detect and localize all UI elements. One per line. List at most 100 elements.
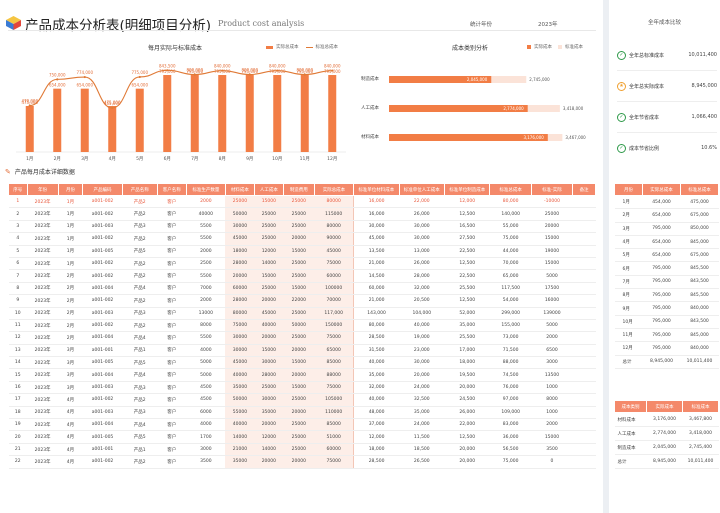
table-cell: a001-001 xyxy=(82,344,123,358)
table-cell: 21 xyxy=(8,443,28,457)
table-cell: 产品5 xyxy=(122,356,158,370)
table-row[interactable]: 5月 654,000 675,000 xyxy=(614,248,719,263)
table-cell: 25000 xyxy=(283,195,315,209)
table-cell: 25,500 xyxy=(444,331,490,345)
kpi-badge-icon: ✓ xyxy=(617,50,626,60)
table-cell: a001-005 xyxy=(82,356,123,370)
table-cell: 24,500 xyxy=(444,393,490,407)
table-row[interactable]: 10月 795,000 843,500 xyxy=(614,315,719,329)
table-cell xyxy=(572,220,596,234)
table-cell: 843,500 xyxy=(680,315,719,329)
table-row[interactable]: 4 2023年 1月 a001-002 产品2 客户 5500 45000 25000 20000… xyxy=(8,232,596,246)
table-row[interactable]: 制造成本 2,045,000 2,745,400 xyxy=(614,440,719,455)
table-row[interactable]: 1 2023年 1月 a001-002 产品2 客户 2000 25000 15000 25000… xyxy=(8,195,596,209)
table-cell: 1月 xyxy=(58,245,83,258)
table-row[interactable]: 总计 8,945,000 10,011,400 xyxy=(614,355,719,369)
table-row[interactable]: 材料成本 3,176,000 3,467,800 xyxy=(614,412,719,427)
table-cell: 48,000 xyxy=(353,406,400,420)
table-cell: 20000 xyxy=(283,344,315,358)
table-cell: 客户 xyxy=(157,282,187,296)
table-cell: 30000 xyxy=(254,356,284,370)
table-row[interactable]: 总计 8,945,000 10,011,400 xyxy=(614,454,719,469)
table-row[interactable]: 7月 795,000 843,500 xyxy=(614,275,719,290)
kpi-value: 1,066,400 xyxy=(691,114,717,120)
table-row[interactable]: 4月 654,000 845,000 xyxy=(614,235,719,250)
table-cell: 4月 xyxy=(58,418,83,432)
table-cell xyxy=(572,368,596,382)
table-cell: 3500 xyxy=(186,455,226,469)
table-row[interactable]: 人工成本 2,774,000 3,418,000 xyxy=(614,426,719,441)
column-header: 制造费用 xyxy=(282,183,315,196)
table-cell: 总计 xyxy=(614,355,643,369)
table-row[interactable]: 8 2023年 2月 a001-004 产品4 客户 7000 60000 25000 15000… xyxy=(8,282,596,296)
table-row[interactable]: 11月 795,000 845,000 xyxy=(614,328,719,343)
table-row[interactable]: 2 2023年 1月 a001-002 产品2 客户 40000 50000 25000 2500… xyxy=(8,207,596,221)
table-cell xyxy=(572,307,596,320)
column-header: 标准-实际 xyxy=(530,183,574,196)
table-cell: 4000 xyxy=(186,344,226,358)
table-row[interactable]: 3 2023年 1月 a001-003 产品3 客户 5500 30000 25000 25000… xyxy=(8,220,596,234)
table-row[interactable]: 14 2023年 3月 a001-005 产品5 客户 5000 45000 30000 1500… xyxy=(8,356,596,370)
table-cell: 70,000 xyxy=(489,257,532,271)
table-row[interactable]: 6月 795,000 845,500 xyxy=(614,261,719,276)
table-cell: 10,011,400 xyxy=(682,454,719,469)
year-selector[interactable]: 2023年 xyxy=(538,22,558,28)
table-row[interactable]: 20 2023年 4月 a001-005 产品5 客户 1700 14000 12000 2500… xyxy=(8,430,596,444)
table-cell: 32,000 xyxy=(399,282,445,296)
table-cell: 产品2 xyxy=(122,195,158,209)
table-cell: 客户 xyxy=(157,220,187,234)
table-row[interactable]: 12月 795,000 840,000 xyxy=(614,341,719,356)
table-row[interactable]: 6 2023年 1月 a001-002 产品2 客户 2500 28000 14000 25000… xyxy=(8,257,596,271)
table-cell xyxy=(572,207,596,221)
monthly-chart: 475,000 1月 654,000 2月 654,000 3月 475,000 4月 654,… xyxy=(16,63,346,162)
table-row[interactable]: 12 2023年 2月 a001-004 产品4 客户 5500 30000 20000 2500… xyxy=(8,331,596,345)
table-cell: 2023年 xyxy=(27,269,59,283)
kpi-value: 10,011,400 xyxy=(688,52,717,58)
table-row[interactable]: 22 2023年 4月 a001-002 产品2 客户 3500 35000 20000 2000… xyxy=(8,455,596,469)
table-row[interactable]: 10 2023年 2月 a001-003 产品3 客户 13000 80000 45000 250… xyxy=(8,307,596,320)
table-cell: 1月 xyxy=(58,232,83,246)
table-cell: 2023年 xyxy=(27,331,59,345)
table-cell: 15000 xyxy=(254,344,284,358)
table-cell: 51000 xyxy=(314,430,354,444)
table-row[interactable]: 8月 795,000 845,500 xyxy=(614,288,719,303)
bar-actual xyxy=(135,88,144,152)
table-row[interactable]: 9 2023年 2月 a001-002 产品2 客户 2000 28000 20000 22000… xyxy=(8,294,596,308)
table-cell: 客户 xyxy=(157,307,187,320)
table-row[interactable]: 21 2023年 4月 a001-001 产品1 客户 3000 21000 14000 2500… xyxy=(8,443,596,457)
table-row[interactable]: 9月 795,000 840,000 xyxy=(614,301,719,316)
bar-actual xyxy=(389,105,528,112)
table-row[interactable]: 16 2023年 3月 a001-003 产品3 客户 4500 35000 25000 1500… xyxy=(8,381,596,395)
table-row[interactable]: 17 2023年 4月 a001-002 产品2 客户 4500 50000 30000 2500… xyxy=(8,393,596,407)
table-cell: 30000 xyxy=(254,393,284,407)
table-cell xyxy=(572,257,596,271)
table-row[interactable]: 5 2023年 1月 a001-005 产品5 客户 2000 18000 12000 15000… xyxy=(8,245,596,258)
table-cell: 26,000 xyxy=(399,207,445,221)
x-tick-label: 2月 xyxy=(54,156,61,162)
table-cell: 产品2 xyxy=(122,257,158,271)
table-cell: 13,000 xyxy=(399,245,445,258)
table-row[interactable]: 13 2023年 3月 a001-001 产品1 客户 4000 30000 15000 2000… xyxy=(8,344,596,358)
table-row[interactable]: 15 2023年 3月 a001-004 产品4 客户 5000 40000 28000 2000… xyxy=(8,368,596,382)
kpi-value: 8,945,000 xyxy=(691,83,717,89)
table-cell: 25000 xyxy=(283,443,315,457)
table-cell: 22,500 xyxy=(444,245,490,258)
table-cell: 20 xyxy=(8,430,28,444)
bar-actual xyxy=(273,75,282,152)
table-row[interactable]: 18 2023年 4月 a001-003 产品3 客户 6000 55000 35000 2000… xyxy=(8,406,596,420)
table-row[interactable]: 3月 795,000 850,000 xyxy=(614,222,719,236)
table-row[interactable]: 7 2023年 2月 a001-002 产品2 客户 5500 20000 15000 25000… xyxy=(8,269,596,283)
table-cell: 100000 xyxy=(314,282,354,296)
table-cell: 20000 xyxy=(283,455,315,469)
table-row[interactable]: 1月 454,000 475,000 xyxy=(614,195,719,210)
panel-divider xyxy=(603,0,609,513)
table-cell: 4月 xyxy=(58,455,83,469)
table-row[interactable]: 11 2023年 2月 a001-002 产品2 客户 8000 75000 40000 5000… xyxy=(8,319,596,333)
table-cell: 人工成本 xyxy=(614,426,647,441)
table-cell: 0 xyxy=(531,455,573,469)
table-cell: 654,000 xyxy=(642,235,681,250)
table-cell: 5500 xyxy=(186,331,226,345)
table-cell: 9 xyxy=(8,294,28,308)
table-row[interactable]: 19 2023年 4月 a001-004 产品4 客户 4000 40000 20000 2500… xyxy=(8,418,596,432)
table-row[interactable]: 2月 654,000 675,000 xyxy=(614,208,719,223)
